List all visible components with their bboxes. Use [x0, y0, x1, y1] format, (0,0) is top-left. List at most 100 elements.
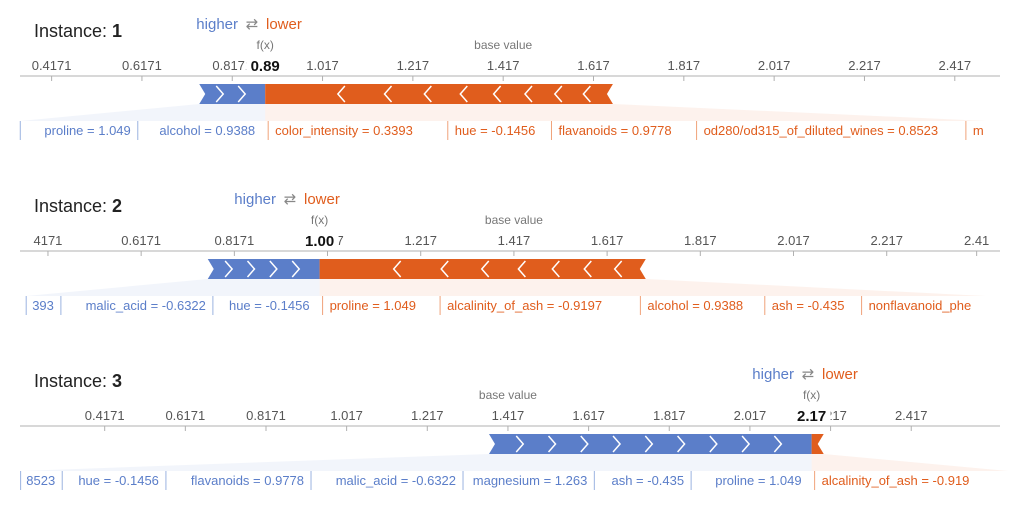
- tick-label: 1.417: [492, 408, 525, 423]
- tick-label: 2.217: [848, 58, 881, 73]
- negative-chevron: [459, 85, 468, 103]
- fx-value: 1.00: [305, 233, 334, 250]
- negative-chevron: [440, 260, 449, 278]
- negative-connector-fan: [811, 454, 1009, 471]
- force-plot-2: Instance: 2 higher ⇄ lower f(x) base value 417…: [20, 191, 1000, 315]
- tick-label: 0.8171: [246, 408, 286, 423]
- tick-label: 1.817: [653, 408, 686, 423]
- positive-feature-label: proline = 1.049: [44, 123, 130, 138]
- positive-chevron: [580, 435, 589, 453]
- negative-feature-label: flavanoids = 0.9778: [558, 123, 671, 138]
- negative-connector-fan: [265, 104, 987, 121]
- positive-chevron: [269, 260, 278, 278]
- fx-value-backing: [246, 56, 285, 74]
- negative-force-bar: [811, 434, 824, 454]
- negative-chevron: [480, 260, 490, 278]
- base-value-label: base value: [474, 38, 532, 52]
- negative-feature-label: color_intensity = 0.3393: [275, 123, 413, 138]
- tick-label: 2.41: [964, 233, 989, 248]
- tick-label: 0.6171: [122, 58, 162, 73]
- negative-chevron: [392, 260, 402, 278]
- tick-label: 2.017: [758, 58, 791, 73]
- positive-chevron: [677, 435, 686, 453]
- legend-arrows-icon: ⇄: [246, 16, 259, 33]
- positive-feature-label: magnesium = 1.263: [473, 473, 588, 488]
- negative-chevron: [553, 85, 563, 103]
- tick-label: 0.4171: [32, 58, 72, 73]
- tick-label: 2.217: [870, 233, 903, 248]
- legend-lower: lower: [266, 16, 302, 33]
- negative-chevron: [517, 260, 526, 278]
- positive-feature-label: 8523: [26, 473, 55, 488]
- fx-value-backing: [300, 231, 339, 249]
- tick-label: 0.8171: [214, 233, 254, 248]
- tick-label: 0.6171: [121, 233, 161, 248]
- negative-feature-label: nonflavanoid_phe: [869, 298, 972, 313]
- legend-arrows-icon: ⇄: [802, 366, 815, 383]
- tick-label: 1.617: [572, 408, 605, 423]
- positive-feature-label: 393: [32, 298, 54, 313]
- positive-feature-label: ash = -0.435: [611, 473, 684, 488]
- tick-label: 1.817: [668, 58, 701, 73]
- instance-number: 3: [112, 371, 122, 391]
- tick-label: 0.4171: [85, 408, 125, 423]
- positive-chevron: [291, 260, 301, 278]
- negative-chevron: [582, 85, 591, 103]
- tick-label: 0.8171: [212, 58, 252, 73]
- tick-label: 1.217: [404, 233, 437, 248]
- negative-chevron: [613, 260, 623, 278]
- positive-chevron: [224, 260, 234, 278]
- instance-number: 2: [112, 196, 122, 216]
- positive-feature-label: malic_acid = -0.6322: [336, 473, 456, 488]
- tick-label: 4171: [33, 233, 62, 248]
- positive-feature-label: malic_acid = -0.6322: [86, 298, 206, 313]
- force-plot-1: Instance: 1 higher ⇄ lower f(x) base value 0.4…: [19, 16, 1000, 140]
- fx-label: f(x): [803, 388, 820, 402]
- positive-chevron: [515, 435, 525, 453]
- fx-value: 0.89: [251, 58, 280, 75]
- negative-feature-label: proline = 1.049: [330, 298, 416, 313]
- instance-title-prefix: Instance:: [34, 21, 112, 41]
- fx-label: f(x): [311, 213, 328, 227]
- positive-chevron: [237, 85, 247, 103]
- tick-label: 1.217: [411, 408, 444, 423]
- negative-chevron: [336, 85, 346, 103]
- positive-chevron: [547, 435, 557, 453]
- base-value-label: base value: [479, 388, 537, 402]
- negative-connector-fan: [319, 279, 986, 296]
- instance-number: 1: [112, 21, 122, 41]
- tick-label: 2.017: [777, 233, 810, 248]
- negative-chevron: [383, 85, 393, 103]
- instance-title: Instance: 1: [34, 21, 122, 41]
- instance-title-prefix: Instance:: [34, 196, 112, 216]
- tick-label: 0.6171: [165, 408, 205, 423]
- negative-chevron: [492, 85, 502, 103]
- positive-feature-label: alcohol = 0.9388: [159, 123, 255, 138]
- tick-label: 1.417: [487, 58, 520, 73]
- tick-label: 2.417: [895, 408, 928, 423]
- positive-force-bar: [207, 259, 320, 279]
- tick-label: 2.017: [734, 408, 767, 423]
- positive-chevron: [612, 435, 622, 453]
- negative-chevron: [551, 260, 560, 278]
- instance-title: Instance: 2: [34, 196, 122, 216]
- positive-chevron: [773, 435, 783, 453]
- negative-chevron: [423, 85, 432, 103]
- legend-higher: higher: [752, 366, 794, 383]
- fx-label: f(x): [257, 38, 274, 52]
- negative-force-bar: [265, 84, 613, 104]
- positive-connector-fan: [20, 104, 266, 121]
- fx-value: 2.17: [797, 408, 826, 425]
- positive-connector-fan: [26, 279, 320, 296]
- base-value-label: base value: [485, 213, 543, 227]
- negative-feature-label: ash = -0.435: [772, 298, 845, 313]
- tick-label: 1.217: [397, 58, 430, 73]
- negative-chevron: [583, 260, 592, 278]
- tick-label: 1.617: [577, 58, 610, 73]
- positive-chevron: [215, 85, 225, 103]
- legend-higher: higher: [196, 16, 238, 33]
- tick-label: 1.617: [591, 233, 624, 248]
- tick-label: 2.417: [939, 58, 972, 73]
